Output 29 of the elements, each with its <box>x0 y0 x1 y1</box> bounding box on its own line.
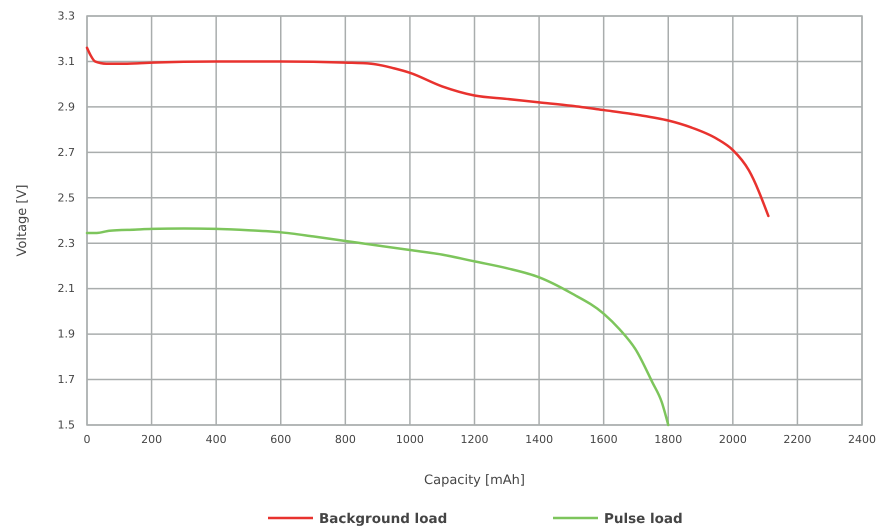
x-tick-label: 1000 <box>396 432 424 446</box>
x-axis-title: Capacity [mAh] <box>424 473 525 488</box>
x-tick-label: 2200 <box>783 432 812 446</box>
legend-label: Pulse load <box>604 511 683 526</box>
y-tick-label: 3.3 <box>58 10 75 23</box>
y-tick-label: 1.9 <box>58 328 75 341</box>
legend-label: Background load <box>319 511 448 526</box>
y-axis-title: Voltage [V] <box>15 184 30 256</box>
x-tick-label: 0 <box>84 432 90 446</box>
y-tick-label: 3.1 <box>58 54 75 68</box>
x-tick-label: 200 <box>141 432 162 446</box>
x-tick-label: 800 <box>334 432 356 446</box>
x-tick-label: 2000 <box>718 432 747 446</box>
x-tick-label: 2400 <box>848 432 876 446</box>
y-tick-label: 2.3 <box>58 236 75 250</box>
y-tick-label: 2.1 <box>58 282 75 296</box>
line-series <box>86 227 670 426</box>
x-tick-label: 1400 <box>525 432 554 446</box>
x-tick-label: 1800 <box>654 432 682 446</box>
x-tick-label: 1600 <box>590 432 618 446</box>
line-series <box>86 46 770 218</box>
x-tick-label: 600 <box>270 432 292 446</box>
x-tick-label: 1200 <box>460 432 488 446</box>
y-tick-label: 2.7 <box>58 146 75 159</box>
y-tick-label: 1.5 <box>58 418 75 432</box>
y-tick-label: 2.5 <box>58 191 75 204</box>
x-tick-label: 400 <box>206 432 227 446</box>
y-tick-label: 1.7 <box>58 373 75 386</box>
y-tick-label: 2.9 <box>58 100 75 114</box>
